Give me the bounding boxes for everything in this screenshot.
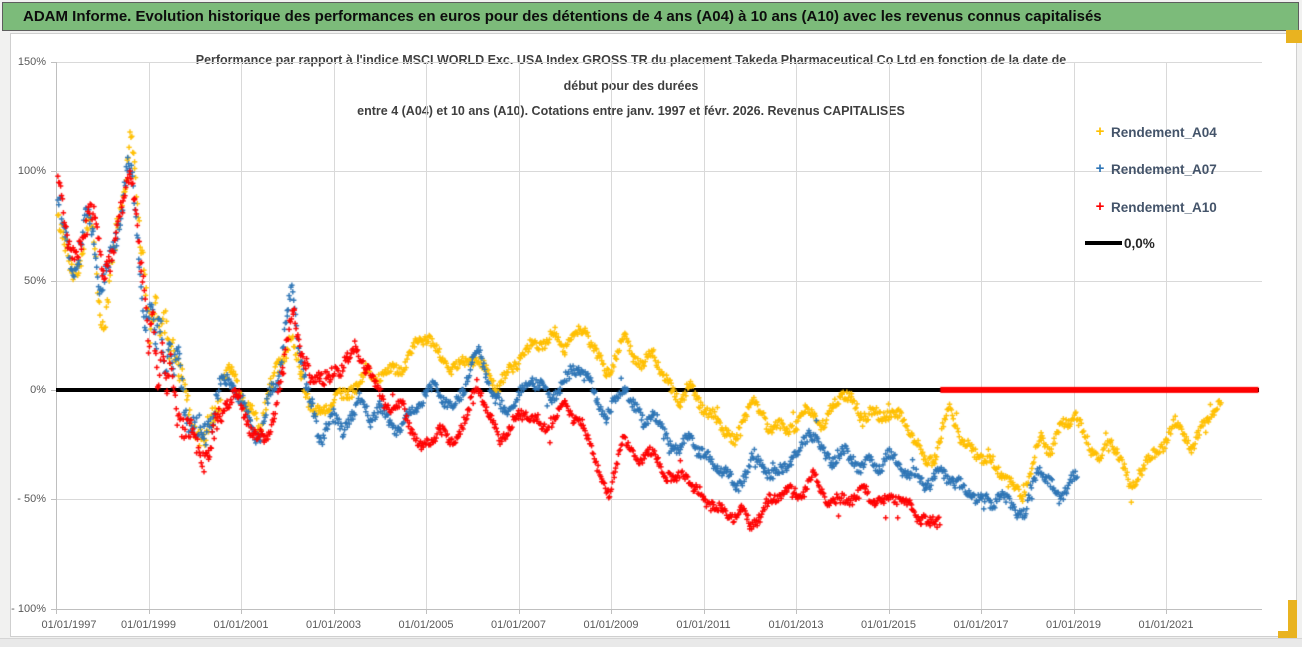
plus-marker-icon: +: [1095, 198, 1105, 215]
legend-label-a07: Rendement_A07: [1111, 161, 1217, 177]
legend-item-rendement-a04: + Rendement_A04: [1089, 122, 1217, 142]
selection-handle-top-right[interactable]: [1286, 30, 1302, 43]
legend-item-zero-line: 0,0%: [1085, 233, 1155, 253]
window-bottom-strip: [0, 638, 1302, 647]
legend-item-rendement-a10: + Rendement_A10: [1089, 197, 1217, 217]
selection-handle-bottom-right-foot[interactable]: [1278, 631, 1297, 640]
legend-label-a10: Rendement_A10: [1111, 199, 1217, 215]
legend-item-rendement-a07: + Rendement_A07: [1089, 159, 1217, 179]
legend-label-zero: 0,0%: [1124, 235, 1155, 251]
plus-marker-icon: +: [1095, 160, 1105, 177]
legend-label-a04: Rendement_A04: [1111, 124, 1217, 140]
plus-marker-icon: +: [1095, 123, 1105, 140]
selection-handle-bottom-right[interactable]: [1288, 600, 1297, 640]
zero-line-sample: [1085, 241, 1122, 245]
